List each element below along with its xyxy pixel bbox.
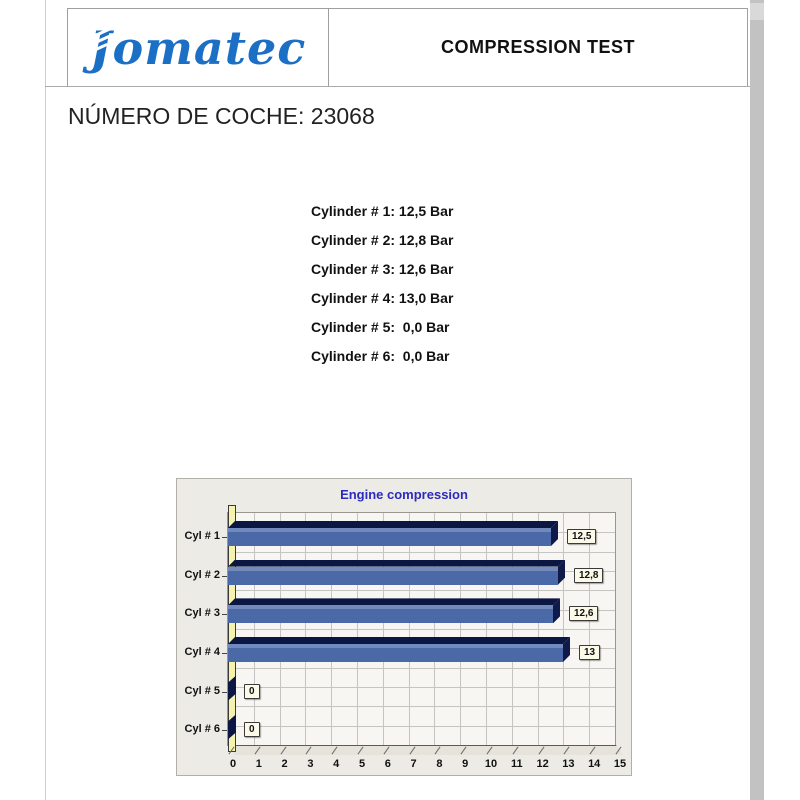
category-tick — [222, 575, 227, 577]
bar-top-bevel — [228, 560, 565, 567]
jomatec-logo: Jomatec — [89, 20, 307, 75]
cylinder-reading: Cylinder # 5: 0,0 Bar — [311, 319, 450, 335]
cylinder-reading: Cylinder # 6: 0,0 Bar — [311, 348, 450, 364]
x-tick-label: 5 — [358, 758, 366, 770]
category-tick — [222, 653, 227, 654]
grid-hline — [228, 706, 615, 708]
scrollbar-up-button[interactable] — [750, 3, 764, 20]
bar-value-label: 13 — [579, 645, 601, 660]
category-label: Cyl # 4 — [184, 646, 220, 658]
x-tick-label: 3 — [307, 758, 314, 770]
x-tick-label: 2 — [281, 758, 288, 770]
bar-end-bevel — [558, 559, 565, 585]
zero-bar-stub — [228, 675, 236, 701]
bar-end-bevel — [551, 521, 558, 546]
chart-plot-area: Cyl # 1 12,5 Cyl # 2 12,8 Cyl # 3 12,6 Cyl # 4… — [185, 505, 626, 770]
x-tick-label: 8 — [436, 758, 443, 770]
car-number-label: NÚMERO DE COCHE: 23068 — [68, 103, 375, 129]
grid-hline — [228, 551, 615, 553]
bar-value-label: 12,5 — [567, 529, 597, 544]
vertical-scrollbar[interactable] — [750, 0, 764, 800]
category-label: Cyl # 2 — [184, 568, 220, 581]
x-tick-label: 10 — [484, 758, 498, 770]
cylinder-reading: Cylinder # 2: 12,8 Bar — [311, 232, 454, 248]
category-label: Cyl # 5 — [184, 684, 220, 697]
grid-hline — [228, 590, 615, 592]
grid-hline — [228, 725, 615, 727]
x-tick-label: 0 — [229, 758, 237, 770]
x-tick-label: 9 — [462, 758, 469, 770]
compression-bar — [228, 559, 565, 585]
cylinder-readings-list: Cylinder # 1: 12,5 Bar Cylinder # 2: 12,8… — [311, 197, 453, 371]
category-tick — [222, 537, 227, 538]
bar-top-bevel — [228, 521, 558, 528]
bar-value-label: 0 — [244, 722, 260, 738]
logo-cell: Jomatec — [68, 9, 329, 86]
bar-face — [228, 566, 558, 585]
chart-title: Engine compression — [340, 487, 468, 502]
page-left-border — [45, 0, 46, 800]
category-label: Cyl # 6 — [184, 723, 220, 736]
cylinder-reading: Cylinder # 1: 12,5 Bar — [311, 203, 454, 219]
x-tick-label: 13 — [562, 758, 575, 770]
x-tick-label: 4 — [333, 758, 340, 770]
bar-face — [228, 528, 551, 546]
title-cell: COMPRESSION TEST — [329, 9, 747, 86]
bar-end-bevel — [553, 598, 560, 624]
bar-top-bevel — [228, 637, 570, 644]
cylinder-reading: Cylinder # 4: 13,0 Bar — [311, 290, 454, 306]
category-tick — [222, 730, 227, 732]
x-tick-label: 6 — [384, 758, 391, 770]
report-header: Jomatec COMPRESSION TEST — [67, 8, 748, 86]
category-label: Cyl # 3 — [184, 607, 220, 620]
bar-face — [228, 644, 563, 662]
x-tick-label: 12 — [536, 758, 549, 770]
grid-hline — [228, 667, 615, 669]
x-tick-label: 15 — [613, 758, 627, 770]
bar-value-label: 0 — [244, 683, 260, 699]
compression-bar — [228, 598, 560, 624]
grid-hline — [228, 629, 615, 630]
compression-bar — [228, 521, 558, 546]
cylinder-reading: Cylinder # 3: 12,6 Bar — [311, 261, 454, 277]
compression-bar — [228, 637, 570, 662]
bar-face — [228, 605, 553, 624]
x-tick-label: 7 — [410, 758, 417, 770]
category-label: Cyl # 1 — [184, 530, 220, 542]
x-tick-label: 14 — [588, 758, 601, 770]
x-tick-label: 11 — [510, 758, 523, 770]
compression-chart: Engine compression Cyl # 1 12,5 Cyl # 2 12,… — [176, 478, 632, 776]
zero-bar-stub — [228, 714, 236, 740]
bar-value-label: 12,8 — [574, 567, 604, 583]
bar-top-bevel — [228, 598, 560, 605]
x-tick-label: 1 — [255, 758, 262, 770]
bar-end-bevel — [563, 637, 570, 662]
category-tick — [222, 614, 227, 616]
category-tick — [222, 691, 227, 693]
header-divider-line — [45, 86, 750, 87]
chart-left-wall — [228, 505, 236, 752]
page-title: COMPRESSION TEST — [440, 37, 636, 57]
chart-floor — [228, 745, 623, 755]
grid-hline — [228, 687, 615, 688]
bar-value-label: 12,6 — [569, 606, 599, 622]
